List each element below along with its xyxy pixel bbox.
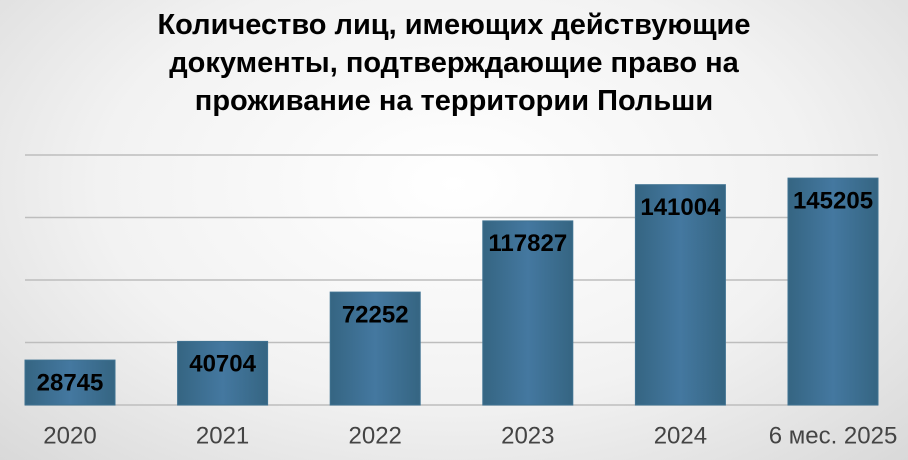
x-tick-label: 2023	[501, 422, 554, 449]
value-label: 141004	[640, 194, 721, 221]
value-label: 28745	[37, 369, 104, 396]
bar	[329, 291, 421, 406]
value-label: 145205	[793, 187, 873, 214]
value-label: 72252	[342, 301, 409, 328]
x-tick-label: 2021	[196, 422, 249, 449]
x-tick-label: 2024	[654, 422, 707, 449]
bar	[787, 177, 879, 406]
bar	[634, 184, 726, 406]
x-tick-label: 2022	[349, 422, 402, 449]
bar	[24, 359, 116, 406]
x-tick-label: 6 мес. 2025	[769, 422, 898, 449]
value-label: 40704	[189, 351, 256, 378]
chart-title: Количество лиц, имеющих действующие доку…	[157, 9, 751, 117]
bar	[482, 220, 574, 406]
bar	[177, 340, 269, 406]
value-label: 117827	[488, 230, 567, 257]
x-tick-label: 2020	[43, 422, 96, 449]
